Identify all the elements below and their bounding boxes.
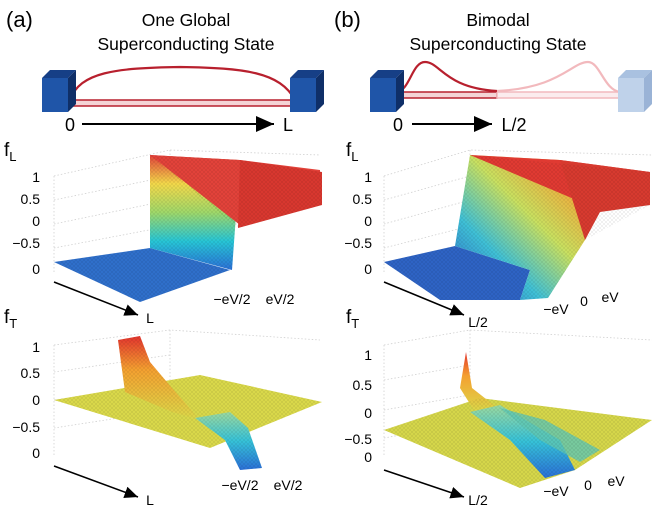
- panel-a-fL-plot: fL 1 0.5 0 −0.5 0 L −eV/2 eV/2: [4, 140, 322, 326]
- panel-b-fT-position-axis: [383, 469, 465, 499]
- panel-b-fL-ztick-1: 1: [364, 169, 372, 185]
- panel-b-wire-right: [496, 91, 621, 99]
- panel-b-header: (b) Bimodal Superconducting State 0 L/2: [334, 7, 652, 135]
- panel-a-fT-ztick-2: 0.5: [21, 365, 41, 381]
- panel-b-fT-energy-tick-3: eV: [607, 473, 625, 489]
- panel-b-fL-pos-tick-0: 0: [364, 261, 372, 277]
- panel-b-axis-end: L/2: [501, 115, 526, 135]
- panel-b-title-line2: Superconducting State: [409, 34, 586, 54]
- panel-a-fL-energy-tick-2: eV/2: [266, 291, 295, 307]
- panel-a-fT-ztick-1: 1: [32, 339, 40, 355]
- panel-a-title-line1: One Global: [142, 10, 231, 30]
- panel-a-title-line2: Superconducting State: [97, 34, 274, 54]
- panel-a-fL-energy-tick-1: −eV/2: [214, 291, 251, 307]
- panel-a-fL-pos-end: L: [146, 310, 154, 326]
- panel-b-fT-gridlines: [383, 329, 653, 455]
- panel-b-fL-label: fL: [346, 140, 359, 164]
- panel-b-fT-pos-end: L/2: [468, 492, 488, 508]
- panel-a-fT-position-axis: [53, 465, 139, 498]
- panel-a-order-parameter-curve: [68, 65, 296, 101]
- panel-a-device-schematic: 0 L: [42, 65, 324, 135]
- panel-b-fL-gridlines: [383, 149, 653, 272]
- panel-b-left-reservoir: [370, 70, 404, 112]
- panel-b-fT-label: fT: [346, 307, 359, 331]
- panel-a-fT-ztick-4: −0.5: [12, 419, 40, 435]
- panel-b-fL-ztick-3: 0: [364, 213, 372, 229]
- panel-a-fL-label: fL: [4, 140, 17, 164]
- panel-b-fL-energy-tick-2: 0: [580, 293, 588, 309]
- panel-a-wire: [69, 99, 296, 107]
- panel-a-fT-ztick-3: 0: [32, 392, 40, 408]
- panel-a-fL-pos-tick-0: 0: [32, 261, 40, 277]
- panel-b-axis-start: 0: [393, 115, 403, 135]
- panel-a-fL-ztick-4: −0.5: [12, 235, 40, 251]
- panel-b-fL-energy-tick-1: −eV: [543, 301, 569, 317]
- panel-b-fL-plot: fL 1 0.5 0 −0.5 0 L/2 −eV 0 eV: [344, 140, 653, 330]
- panel-b-title-line1: Bimodal: [466, 10, 529, 30]
- panel-b-fL-ztick-4: −0.5: [344, 235, 372, 251]
- panel-a-fL-ztick-2: 0.5: [21, 191, 41, 207]
- panel-b-fL-position-axis: [383, 281, 465, 316]
- panel-a-left-reservoir: [42, 70, 76, 112]
- panel-b-fT-plot: fT 1 0.5 0 −0.5 0 L/2 −eV 0 eV: [344, 307, 653, 508]
- panel-b-fT-energy-tick-1: −eV: [543, 483, 569, 499]
- panel-a-letter: (a): [6, 7, 33, 32]
- panel-a-right-reservoir: [290, 70, 324, 112]
- panel-b-fT-ztick-4: −0.5: [344, 431, 372, 447]
- panel-a-fT-pos-end: L: [146, 492, 154, 508]
- panel-a-fL-ztick-3: 0: [32, 213, 40, 229]
- panel-b-right-reservoir-faded: [618, 70, 652, 112]
- panel-b-device-schematic: 0 L/2: [370, 60, 652, 135]
- panel-a-fL-ztick-1: 1: [32, 169, 40, 185]
- panel-a-fT-energy-tick-1: −eV/2: [222, 477, 259, 493]
- panel-a-fT-energy-tick-2: eV/2: [274, 477, 303, 493]
- panel-a-axis-end: L: [283, 115, 293, 135]
- panel-b-fT-positive-peak: [460, 352, 500, 412]
- panel-a-fL-gridlines: [53, 149, 321, 272]
- panel-a-fT-plot: fT 1 0.5 0 −0.5 0 L −eV/2 eV/2: [4, 307, 322, 508]
- panel-b-wire-left: [396, 91, 498, 99]
- panel-a-header: (a) One Global Superconducting State 0: [6, 7, 324, 135]
- panel-b-fT-ztick-1: 1: [364, 347, 372, 363]
- panel-b-fL-ztick-2: 0.5: [353, 191, 373, 207]
- panel-b-order-parameter-right: [496, 60, 621, 94]
- panel-a-fT-label: fT: [4, 307, 17, 331]
- panel-b-fT-ztick-3: 0: [364, 405, 372, 421]
- panel-a-axis-start: 0: [65, 115, 75, 135]
- panel-b-fL-pos-end: L/2: [468, 314, 488, 330]
- panel-b-fT-pos-tick-0: 0: [364, 449, 372, 465]
- panel-b-fL-energy-tick-3: eV: [601, 289, 619, 305]
- panel-b-fT-ztick-2: 0.5: [353, 377, 373, 393]
- panel-b-order-parameter-left: [396, 60, 498, 94]
- panel-a-fL-position-axis: [53, 281, 139, 316]
- panel-b-letter: (b): [334, 7, 361, 32]
- panel-a-fT-pos-tick-0: 0: [32, 445, 40, 461]
- panel-b-fT-energy-tick-2: 0: [584, 477, 592, 493]
